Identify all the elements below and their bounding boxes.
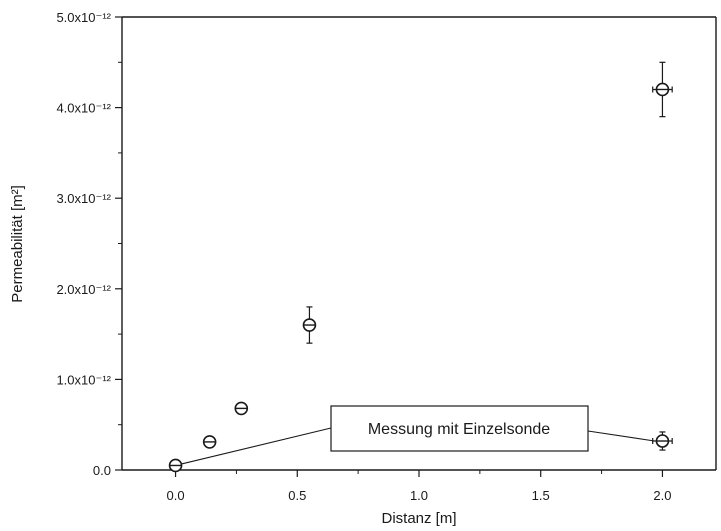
x-tick-label: 2.0 — [653, 488, 671, 503]
data-point — [302, 306, 317, 344]
y-tick-label: 5.0x10⁻¹² — [56, 10, 111, 25]
data-point — [168, 458, 183, 473]
x-axis-label: Distanz [m] — [381, 510, 456, 527]
data-points — [168, 61, 673, 473]
x-axis-ticks: 0.0 0.5 1.0 1.5 2.0 — [167, 470, 671, 503]
data-point — [652, 431, 673, 451]
annotation-box — [330, 405, 589, 452]
x-tick-label: 1.5 — [532, 488, 550, 503]
data-point — [652, 61, 673, 118]
leader-line-left — [179, 427, 332, 466]
x-tick-label: 0.0 — [167, 488, 185, 503]
y-axis-label: Permeabilität [m²] — [9, 185, 26, 303]
y-tick-label: 0.0 — [93, 463, 111, 478]
y-tick-label: 1.0x10⁻¹² — [56, 372, 111, 387]
data-point — [234, 401, 249, 416]
data-point — [202, 435, 217, 449]
y-tick-label: 4.0x10⁻¹² — [56, 101, 111, 116]
annotation-text: Messung mit Einzelsonde — [368, 421, 550, 438]
y-tick-label: 2.0x10⁻¹² — [56, 282, 111, 297]
annotation-leader-lines — [179, 427, 655, 466]
leader-line-right — [587, 430, 655, 442]
plot-frame — [121, 16, 717, 471]
y-axis-ticks: 0.0 1.0x10⁻¹² 2.0x10⁻¹² 3.0x10⁻¹² 4.0x10⁻¹² 5… — [56, 10, 122, 478]
y-tick-label: 3.0x10⁻¹² — [56, 191, 111, 206]
annotation: Messung mit Einzelsonde — [330, 405, 589, 452]
x-tick-label: 1.0 — [410, 488, 428, 503]
x-tick-label: 0.5 — [288, 488, 306, 503]
